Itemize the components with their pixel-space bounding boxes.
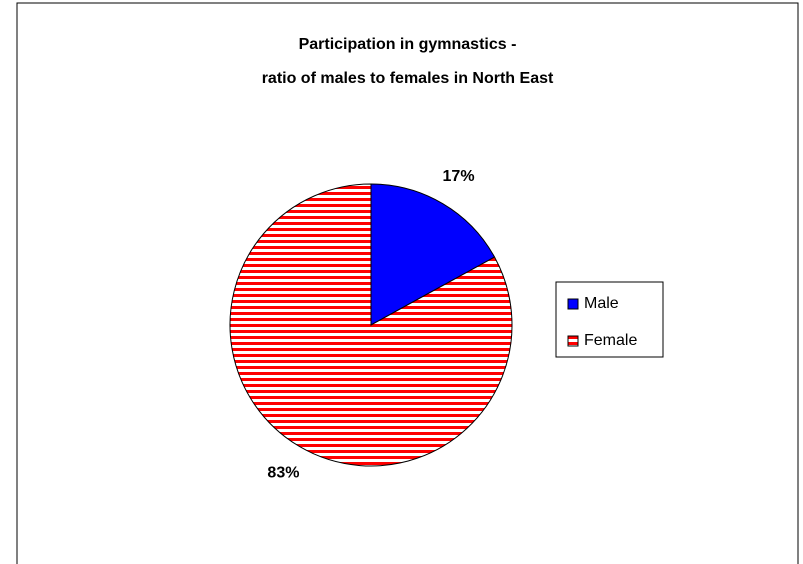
chart-title: Participation in gymnastics - ratio of m… — [261, 36, 554, 87]
legend-swatch — [567, 335, 579, 347]
data-label: 17% — [443, 168, 475, 185]
pie-slice — [370, 183, 496, 326]
legend-label: Female — [584, 332, 637, 349]
chart-border — [16, 2, 799, 564]
data-label: 83% — [267, 464, 299, 481]
legend-label: Male — [584, 295, 619, 312]
legend-swatch — [567, 298, 579, 310]
pie-slice — [229, 183, 513, 467]
